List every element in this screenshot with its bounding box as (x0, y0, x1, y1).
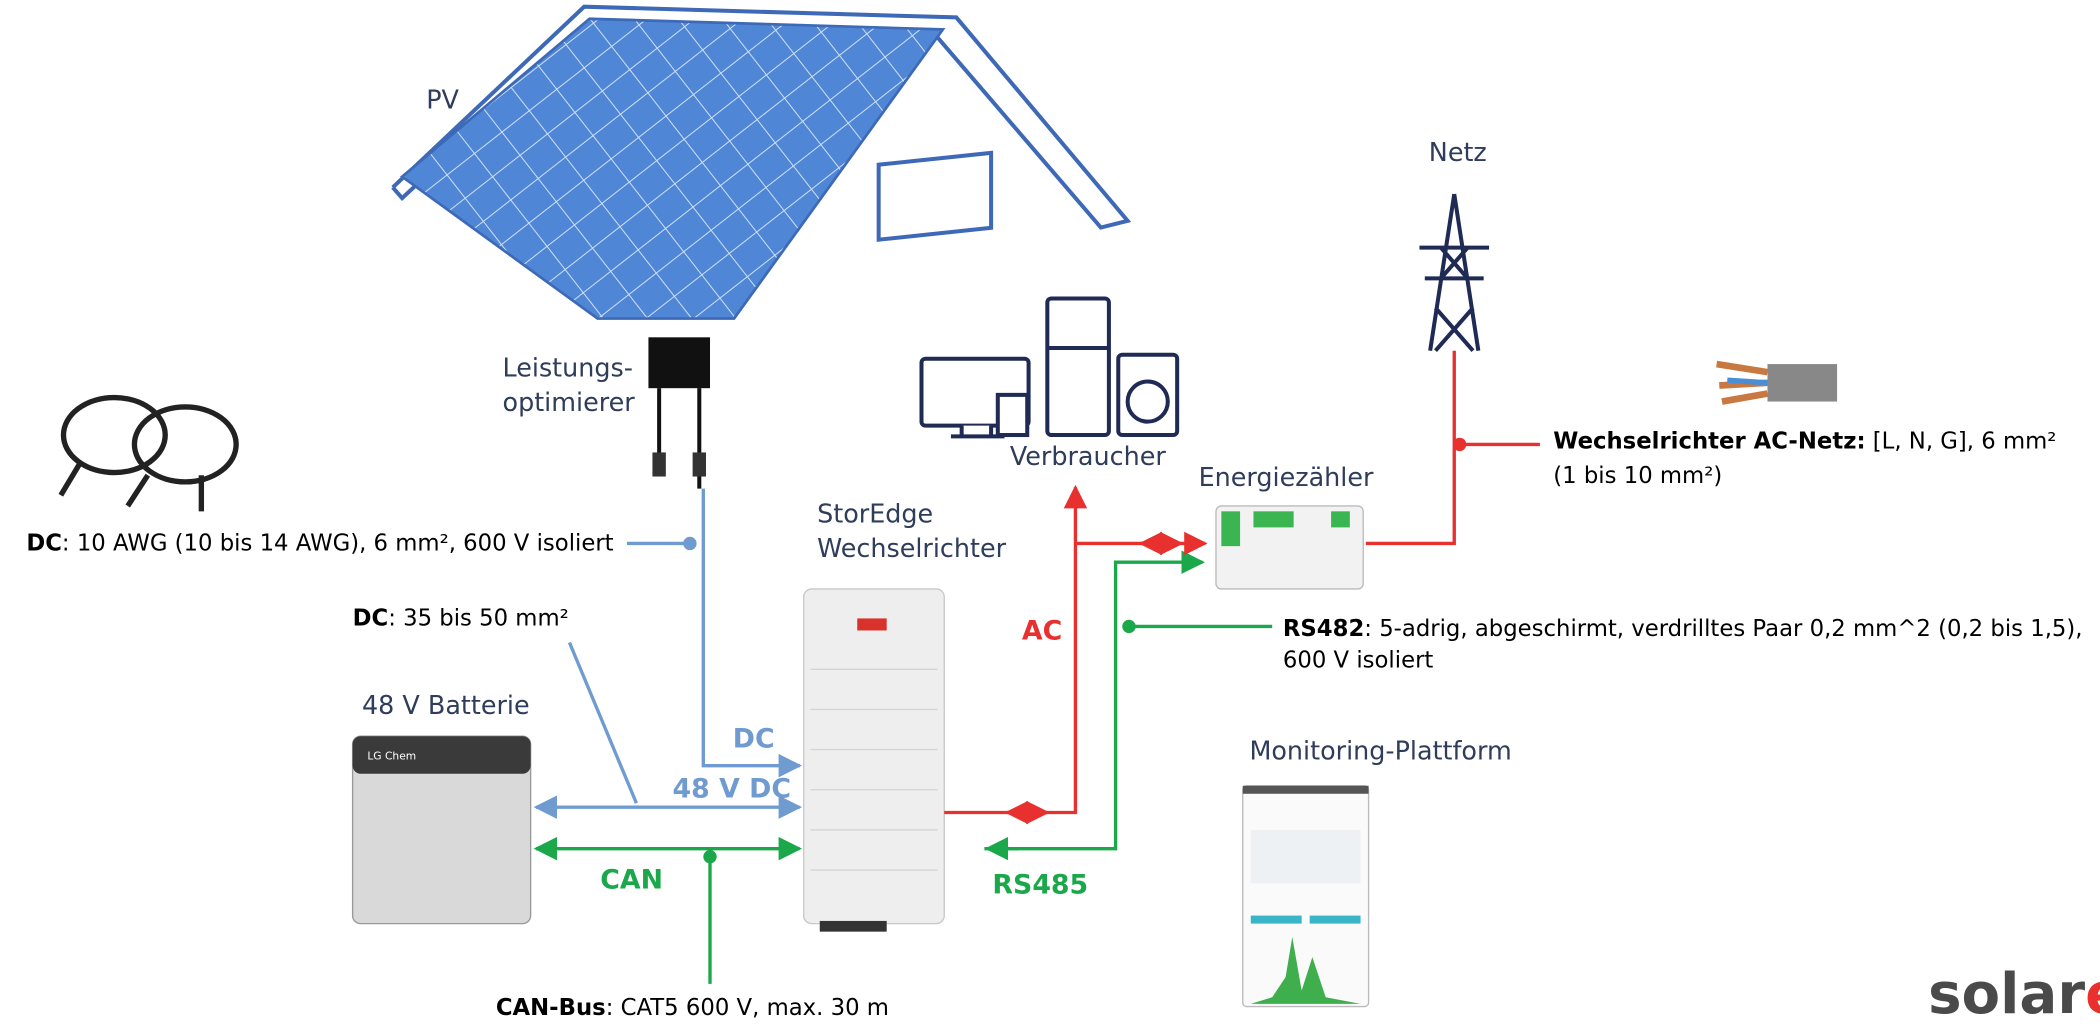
wire-label: CAN (600, 864, 663, 895)
wire-label: DC (733, 724, 775, 755)
spec-bold: RS482 (1283, 616, 1364, 642)
connection-dot (1122, 620, 1135, 633)
spec-bold: DC (26, 530, 62, 556)
cable-coil-icon (61, 398, 236, 512)
inverter-icon (804, 589, 945, 932)
spec-detail: : 5-adrig, abgeschirmt, verdrilltes Paar… (1364, 616, 2082, 642)
spec-text: DC: 10 AWG (10 bis 14 AWG), 6 mm², 600 V… (26, 530, 613, 556)
appliances-icon (921, 298, 1177, 436)
optimizer-label: Leistungs- (503, 352, 633, 382)
meter-label: Energiezähler (1199, 462, 1374, 492)
logo-part: edge (2085, 962, 2100, 1024)
monitoring-screen (1243, 786, 1369, 1007)
spec-text: DC: 35 bis 50 mm² (353, 605, 569, 631)
wire-label: 48 V DC (673, 773, 791, 804)
battery-brand: LG Chem (367, 749, 416, 762)
wire-label: AC (1022, 615, 1062, 646)
spec-text: 600 V isoliert (1283, 648, 1434, 674)
meter-icon (1216, 506, 1363, 589)
spec-detail: [L, N, G], 6 mm² (1866, 428, 2057, 454)
spec-text: RS482: 5-adrig, abgeschirmt, verdrilltes… (1283, 616, 2083, 642)
pv-label: PV (426, 85, 459, 115)
grid-label: Netz (1429, 137, 1487, 167)
spec-detail: : 10 AWG (10 bis 14 AWG), 6 mm², 600 V i… (62, 530, 614, 556)
inverter-label: Wechselrichter (817, 533, 1007, 563)
optimizer-icon (648, 337, 710, 488)
battery-icon (353, 736, 531, 923)
connection-dot (1453, 438, 1466, 451)
spec-detail: : 35 bis 50 mm² (388, 605, 569, 631)
spec-bold: DC (353, 605, 389, 631)
consumer-label: Verbraucher (1010, 441, 1167, 471)
wire-label: RS485 (992, 870, 1088, 901)
spec-bold: CAN-Bus (496, 994, 606, 1020)
monitoring-label: Monitoring-Plattform (1249, 735, 1511, 765)
battery-label: 48 V Batterie (362, 690, 530, 720)
inverter-label: StorEdge (817, 498, 933, 528)
ac-cable-icon (1717, 364, 1837, 401)
optimizer-label: optimierer (503, 387, 636, 417)
spec-text: CAN-Bus: CAT5 600 V, max. 30 m (496, 994, 889, 1020)
spec-text: Wechselrichter AC-Netz: [L, N, G], 6 mm² (1553, 428, 2056, 454)
pylon-icon (1419, 194, 1489, 351)
diagram: PV Leistungs- optimierer DC 48 V DC DC: … (0, 0, 2100, 1024)
pv-panels (402, 19, 943, 319)
logo: solaredge (1928, 962, 2100, 1024)
logo-part: solar (1928, 962, 2085, 1024)
connection-dot (703, 850, 716, 863)
spec-bold: Wechselrichter AC-Netz: (1553, 428, 1865, 454)
spec-detail: : CAT5 600 V, max. 30 m (606, 994, 889, 1020)
spec-text: (1 bis 10 mm²) (1553, 463, 1722, 489)
connection-dot (683, 537, 696, 550)
